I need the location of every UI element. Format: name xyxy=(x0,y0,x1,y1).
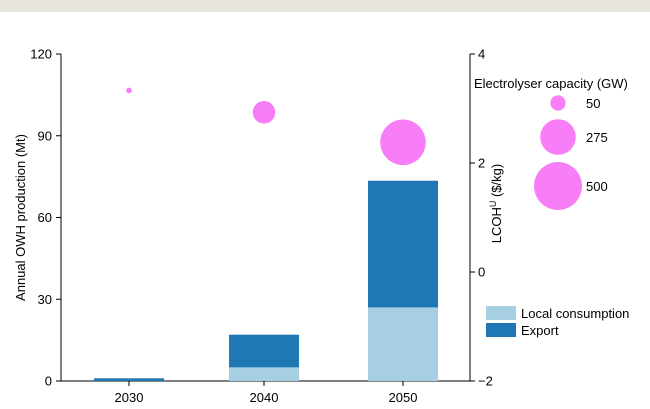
bubble-legend-label-275: 275 xyxy=(586,130,608,145)
y2-tick-label: 2 xyxy=(478,156,485,171)
y-tick-label: 0 xyxy=(45,374,52,389)
y-tick-label: 90 xyxy=(38,128,52,143)
y-tick-label: 120 xyxy=(30,47,52,62)
bar-export-2030 xyxy=(94,378,164,381)
y2-axis-label: LCOHU ($/kg) xyxy=(488,164,504,243)
bubble-legend-circle-275 xyxy=(540,119,576,155)
lcoh-bubble-2050 xyxy=(380,119,426,166)
bubble-legend-label-500: 500 xyxy=(586,179,608,194)
bubble-legend-circle-500 xyxy=(534,162,582,210)
legend-label-export: Export xyxy=(521,323,559,338)
y2-axis-label-superscript: U xyxy=(488,201,498,208)
y-tick-label: 60 xyxy=(38,210,52,225)
top-banner-strip xyxy=(0,0,650,12)
y2-tick-label: 4 xyxy=(478,47,485,62)
y2-axis-label-main: LCOH xyxy=(489,207,504,243)
legend-label-local-consumption: Local consumption xyxy=(521,306,629,321)
y2-tick-label: 0 xyxy=(478,265,485,280)
lcoh-bubble-2040 xyxy=(252,101,276,124)
legend-swatch-local-consumption xyxy=(486,306,516,320)
lcoh-bubble-2030 xyxy=(126,87,132,94)
bubble-legend-label-50: 50 xyxy=(586,96,600,111)
legend-swatch-export xyxy=(486,323,516,337)
x-tick-label: 2050 xyxy=(389,390,418,405)
y2-tick-label: −2 xyxy=(478,374,493,389)
bar-local-consumption-2040 xyxy=(229,367,299,381)
y-axis-label: Annual OWH production (Mt) xyxy=(13,134,28,301)
bar-export-2050 xyxy=(368,180,438,308)
x-tick-label: 2040 xyxy=(250,390,279,405)
y-tick-label: 30 xyxy=(38,292,52,307)
bar-local-consumption-2050 xyxy=(368,307,438,381)
bubble-legend-circle-50 xyxy=(550,95,566,111)
bar-export-2040 xyxy=(229,334,299,368)
bubble-legend-title: Electrolyser capacity (GW) xyxy=(474,76,628,91)
y2-axis-label-unit: ($/kg) xyxy=(489,164,504,201)
x-tick-label: 2030 xyxy=(115,390,144,405)
